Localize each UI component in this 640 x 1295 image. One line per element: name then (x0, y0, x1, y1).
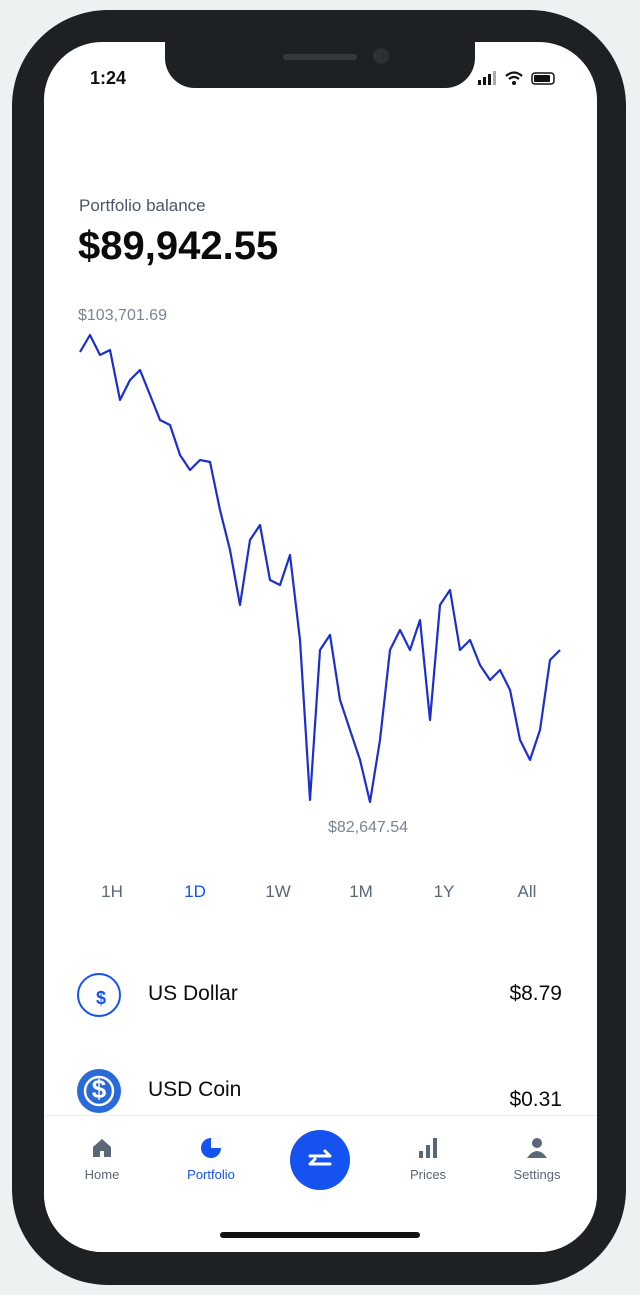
asset-name[interactable]: US Dollar (148, 982, 238, 1005)
range-tab[interactable]: 1M (349, 882, 373, 901)
asset-icon: $ (77, 973, 121, 1017)
range-tab[interactable]: All (517, 882, 537, 901)
status-icons (478, 71, 555, 85)
high-label: $103,701.69 (78, 307, 167, 324)
range-tab[interactable]: 1W (265, 882, 291, 901)
nav-item[interactable]: Home (84, 1167, 120, 1182)
nav-icon (525, 1136, 549, 1160)
trade-button[interactable] (290, 1130, 350, 1190)
nav-icon (90, 1136, 114, 1160)
asset-value: $8.79 (509, 982, 562, 1005)
camera (373, 48, 389, 64)
low-label: $82,647.54 (328, 819, 408, 836)
svg-text:$: $ (96, 988, 106, 1008)
nav-icon (199, 1136, 223, 1160)
chart: $103,701.69 $82,647.54 (78, 307, 561, 836)
asset-icon: $ (77, 1069, 121, 1113)
notch (165, 42, 475, 88)
home-indicator (220, 1232, 420, 1238)
range-tab[interactable]: 1D (184, 882, 206, 901)
nav-item[interactable]: Settings (513, 1167, 561, 1182)
range-tab[interactable]: 1Y (433, 882, 455, 901)
svg-text:$: $ (92, 1074, 107, 1104)
nav-item[interactable]: Portfolio (187, 1167, 235, 1182)
screen: 1:24 Portfolio balance $89,942.55 1H 1D 1W… (44, 42, 597, 1252)
status-time: 1:24 (90, 68, 127, 88)
asset-name[interactable]: USD Coin (148, 1078, 242, 1101)
nav-icon (416, 1136, 440, 1160)
speaker (283, 54, 357, 60)
price-line (79, 333, 561, 804)
balance: $89,942.55 (78, 224, 279, 268)
nav-item[interactable]: Prices (409, 1167, 447, 1182)
range-tab[interactable]: 1H (101, 882, 123, 901)
balance-label: Portfolio balance (79, 196, 206, 215)
asset-value: $0.31 (509, 1088, 562, 1111)
